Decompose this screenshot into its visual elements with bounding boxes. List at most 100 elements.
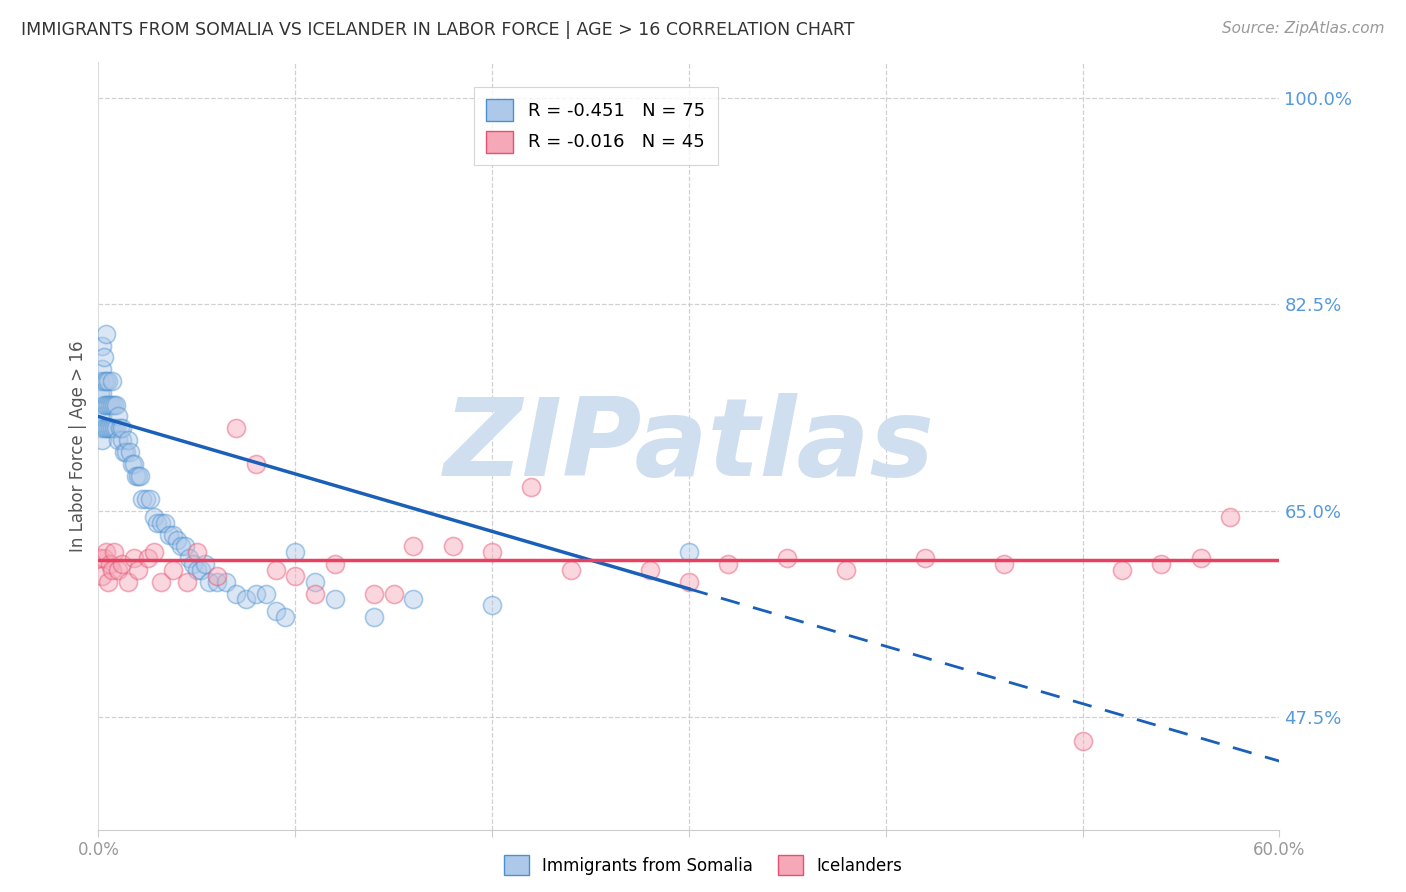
Point	[105, 421, 128, 435]
Point	[128, 468, 150, 483]
Y-axis label: In Labor Force | Age > 16: In Labor Force | Age > 16	[69, 340, 87, 552]
Point	[678, 574, 700, 589]
Point	[107, 409, 129, 424]
Point	[170, 539, 193, 553]
Point	[103, 398, 125, 412]
Point	[150, 516, 173, 530]
Point	[97, 421, 120, 435]
Point	[177, 551, 200, 566]
Point	[235, 592, 257, 607]
Point	[402, 592, 425, 607]
Point	[96, 398, 118, 412]
Point	[121, 457, 143, 471]
Point	[157, 527, 180, 541]
Text: IMMIGRANTS FROM SOMALIA VS ICELANDER IN LABOR FORCE | AGE > 16 CORRELATION CHART: IMMIGRANTS FROM SOMALIA VS ICELANDER IN …	[21, 21, 855, 38]
Point	[142, 509, 165, 524]
Point	[382, 586, 405, 600]
Point	[111, 421, 134, 435]
Point	[190, 563, 212, 577]
Point	[91, 433, 114, 447]
Point	[125, 468, 148, 483]
Point	[264, 563, 287, 577]
Point	[162, 563, 184, 577]
Point	[91, 385, 114, 400]
Point	[1189, 551, 1212, 566]
Point	[142, 545, 165, 559]
Point	[107, 563, 129, 577]
Point	[135, 492, 157, 507]
Point	[93, 351, 115, 365]
Point	[101, 374, 124, 388]
Point	[304, 574, 326, 589]
Point	[363, 610, 385, 624]
Point	[993, 557, 1015, 571]
Point	[97, 398, 120, 412]
Point	[89, 385, 111, 400]
Point	[107, 433, 129, 447]
Point	[89, 421, 111, 435]
Point	[105, 398, 128, 412]
Point	[717, 557, 740, 571]
Point	[112, 445, 135, 459]
Point	[1071, 734, 1094, 748]
Point	[560, 563, 582, 577]
Point	[89, 551, 111, 566]
Point	[115, 445, 138, 459]
Point	[136, 551, 159, 566]
Point	[96, 545, 118, 559]
Point	[117, 433, 139, 447]
Point	[835, 563, 858, 577]
Point	[441, 539, 464, 553]
Point	[108, 421, 131, 435]
Point	[98, 398, 121, 412]
Point	[127, 563, 149, 577]
Point	[96, 374, 118, 388]
Point	[89, 374, 111, 388]
Point	[205, 574, 228, 589]
Point	[363, 586, 385, 600]
Point	[776, 551, 799, 566]
Point	[118, 445, 141, 459]
Legend: R = -0.451   N = 75, R = -0.016   N = 45: R = -0.451 N = 75, R = -0.016 N = 45	[474, 87, 717, 165]
Point	[638, 563, 661, 577]
Point	[304, 586, 326, 600]
Point	[97, 374, 120, 388]
Point	[103, 421, 125, 435]
Point	[98, 557, 121, 571]
Point	[284, 545, 307, 559]
Point	[93, 398, 115, 412]
Point	[245, 457, 267, 471]
Point	[205, 569, 228, 583]
Point	[520, 480, 543, 494]
Point	[402, 539, 425, 553]
Point	[174, 539, 197, 553]
Point	[166, 533, 188, 548]
Point	[197, 574, 219, 589]
Point	[93, 551, 115, 566]
Point	[264, 604, 287, 618]
Point	[481, 599, 503, 613]
Point	[96, 421, 118, 435]
Point	[481, 545, 503, 559]
Legend: Immigrants from Somalia, Icelanders: Immigrants from Somalia, Icelanders	[495, 847, 911, 884]
Point	[254, 586, 277, 600]
Point	[162, 527, 184, 541]
Point	[150, 574, 173, 589]
Point	[93, 374, 115, 388]
Point	[103, 545, 125, 559]
Point	[274, 610, 297, 624]
Point	[1111, 563, 1133, 577]
Text: Source: ZipAtlas.com: Source: ZipAtlas.com	[1222, 21, 1385, 36]
Point	[101, 398, 124, 412]
Point	[117, 574, 139, 589]
Point	[93, 421, 115, 435]
Point	[181, 557, 204, 571]
Point	[225, 586, 247, 600]
Point	[138, 492, 160, 507]
Point	[91, 569, 114, 583]
Point	[101, 563, 124, 577]
Point	[127, 468, 149, 483]
Point	[678, 545, 700, 559]
Point	[1219, 509, 1241, 524]
Point	[101, 421, 124, 435]
